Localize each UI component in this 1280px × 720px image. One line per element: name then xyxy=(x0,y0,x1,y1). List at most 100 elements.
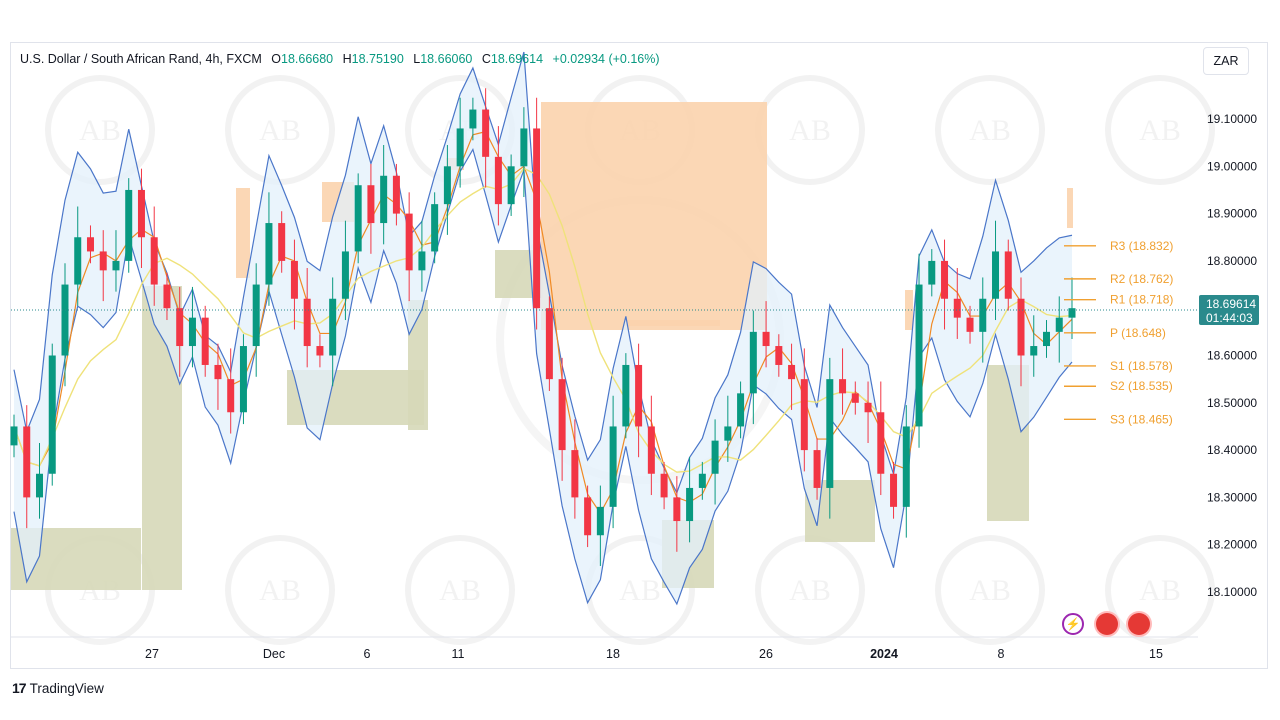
us-flag-event-icon[interactable] xyxy=(1128,613,1150,635)
candle-body xyxy=(163,284,171,309)
close-label: C xyxy=(481,52,491,66)
y-tick-label: 18.90000 xyxy=(1207,207,1257,221)
chart-frame xyxy=(10,42,1268,669)
candle-body xyxy=(239,346,247,413)
tradingview-logo[interactable]: 17 TradingView xyxy=(12,680,104,696)
pivot-level-label: R1 (18.718) xyxy=(1110,293,1173,307)
watermark-text: AB xyxy=(1139,114,1181,147)
low-value: 18.66060 xyxy=(420,52,473,66)
candle-body xyxy=(278,223,286,261)
candle-body xyxy=(941,260,949,299)
y-tick-label: 18.50000 xyxy=(1207,396,1257,410)
pivot-level-label: S1 (18.578) xyxy=(1110,359,1173,373)
candle-body xyxy=(303,298,311,347)
candle-body xyxy=(507,166,515,205)
demand-zone xyxy=(408,300,428,430)
candle-body xyxy=(354,185,362,252)
candle-body xyxy=(775,346,783,365)
y-tick-label: 18.40000 xyxy=(1207,443,1257,457)
candle-body xyxy=(584,497,592,536)
candle-body xyxy=(380,175,388,224)
last-price-countdown: 01:44:03 xyxy=(1206,311,1253,325)
candle-body xyxy=(405,213,413,271)
candle-body xyxy=(1068,308,1076,318)
candle-body xyxy=(86,237,94,252)
candle-body xyxy=(749,331,757,394)
candle-body xyxy=(788,364,796,380)
candle-body xyxy=(290,260,298,299)
candle-body xyxy=(545,308,553,380)
lightning-icon[interactable]: ⚡ xyxy=(1062,613,1084,635)
candle-body xyxy=(201,317,209,365)
y-tick-label: 18.60000 xyxy=(1207,349,1257,363)
candle-body xyxy=(74,237,82,285)
y-tick-label: 19.00000 xyxy=(1207,159,1257,173)
pivot-level-label: S2 (18.535) xyxy=(1110,379,1173,393)
x-tick-label: 15 xyxy=(1149,647,1163,661)
watermark-text: AB xyxy=(969,114,1011,147)
candle-body xyxy=(482,109,490,157)
candle-body xyxy=(979,298,987,332)
candle-body xyxy=(520,128,528,167)
candle-body xyxy=(826,379,834,488)
supply-zone xyxy=(625,320,720,326)
candle-body xyxy=(902,426,910,507)
watermark-seal xyxy=(1105,75,1215,185)
watermark-text: AB xyxy=(259,114,301,147)
candle-body xyxy=(1017,298,1025,356)
candle-body xyxy=(137,189,145,238)
candle-body xyxy=(10,426,18,446)
candle-body xyxy=(214,364,222,380)
candle-body xyxy=(928,260,936,285)
watermark-text: AB xyxy=(1139,574,1181,607)
x-tick-label: 27 xyxy=(145,647,159,661)
pivot-level-label: P (18.648) xyxy=(1110,326,1166,340)
us-flag-event-icon[interactable] xyxy=(1096,613,1118,635)
x-tick-label: 18 xyxy=(606,647,620,661)
candle-body xyxy=(1004,251,1012,299)
candle-body xyxy=(622,364,630,427)
candle-body xyxy=(341,251,349,299)
supply-zone xyxy=(236,188,250,278)
high-value: 18.75190 xyxy=(351,52,404,66)
candle-body xyxy=(265,223,273,285)
candle-body xyxy=(673,497,681,522)
candle-body xyxy=(686,487,694,522)
candle-body xyxy=(724,426,732,441)
currency-button[interactable]: ZAR xyxy=(1203,47,1249,75)
watermark-seal xyxy=(935,535,1045,645)
x-tick-label: 11 xyxy=(452,647,465,661)
candle-body xyxy=(533,128,541,309)
candle-body xyxy=(915,284,923,427)
x-tick-label: Dec xyxy=(263,647,285,661)
watermark-text: AB xyxy=(439,574,481,607)
close-value: 18.69614 xyxy=(490,52,544,66)
candle-body xyxy=(596,506,604,536)
supply-zone xyxy=(1067,188,1073,228)
supply-zone xyxy=(541,102,767,330)
candle-body xyxy=(966,317,974,332)
candle-body xyxy=(456,128,464,167)
candle-body xyxy=(864,402,872,413)
candle-body xyxy=(431,204,439,252)
high-label: H xyxy=(342,52,352,66)
candle-body xyxy=(635,364,643,427)
bollinger-band-fill xyxy=(14,52,1072,605)
candle-body xyxy=(839,379,847,394)
candle-body xyxy=(813,450,821,488)
candle-body xyxy=(711,440,719,474)
candle-body xyxy=(418,251,426,271)
pivot-level-label: R3 (18.832) xyxy=(1110,239,1173,253)
watermark-seal xyxy=(225,535,335,645)
bollinger-upper-line xyxy=(13,51,1073,495)
x-tick-label: 8 xyxy=(998,647,1005,661)
candle-body xyxy=(48,355,56,474)
watermark-text: AB xyxy=(259,574,301,607)
symbol-header: U.S. Dollar / South African Rand, 4h, FX… xyxy=(20,52,660,66)
candle-body xyxy=(227,379,235,413)
candle-body xyxy=(800,379,808,451)
candle-body xyxy=(992,251,1000,299)
watermark-text: AB xyxy=(79,114,121,147)
candle-body xyxy=(698,473,706,488)
